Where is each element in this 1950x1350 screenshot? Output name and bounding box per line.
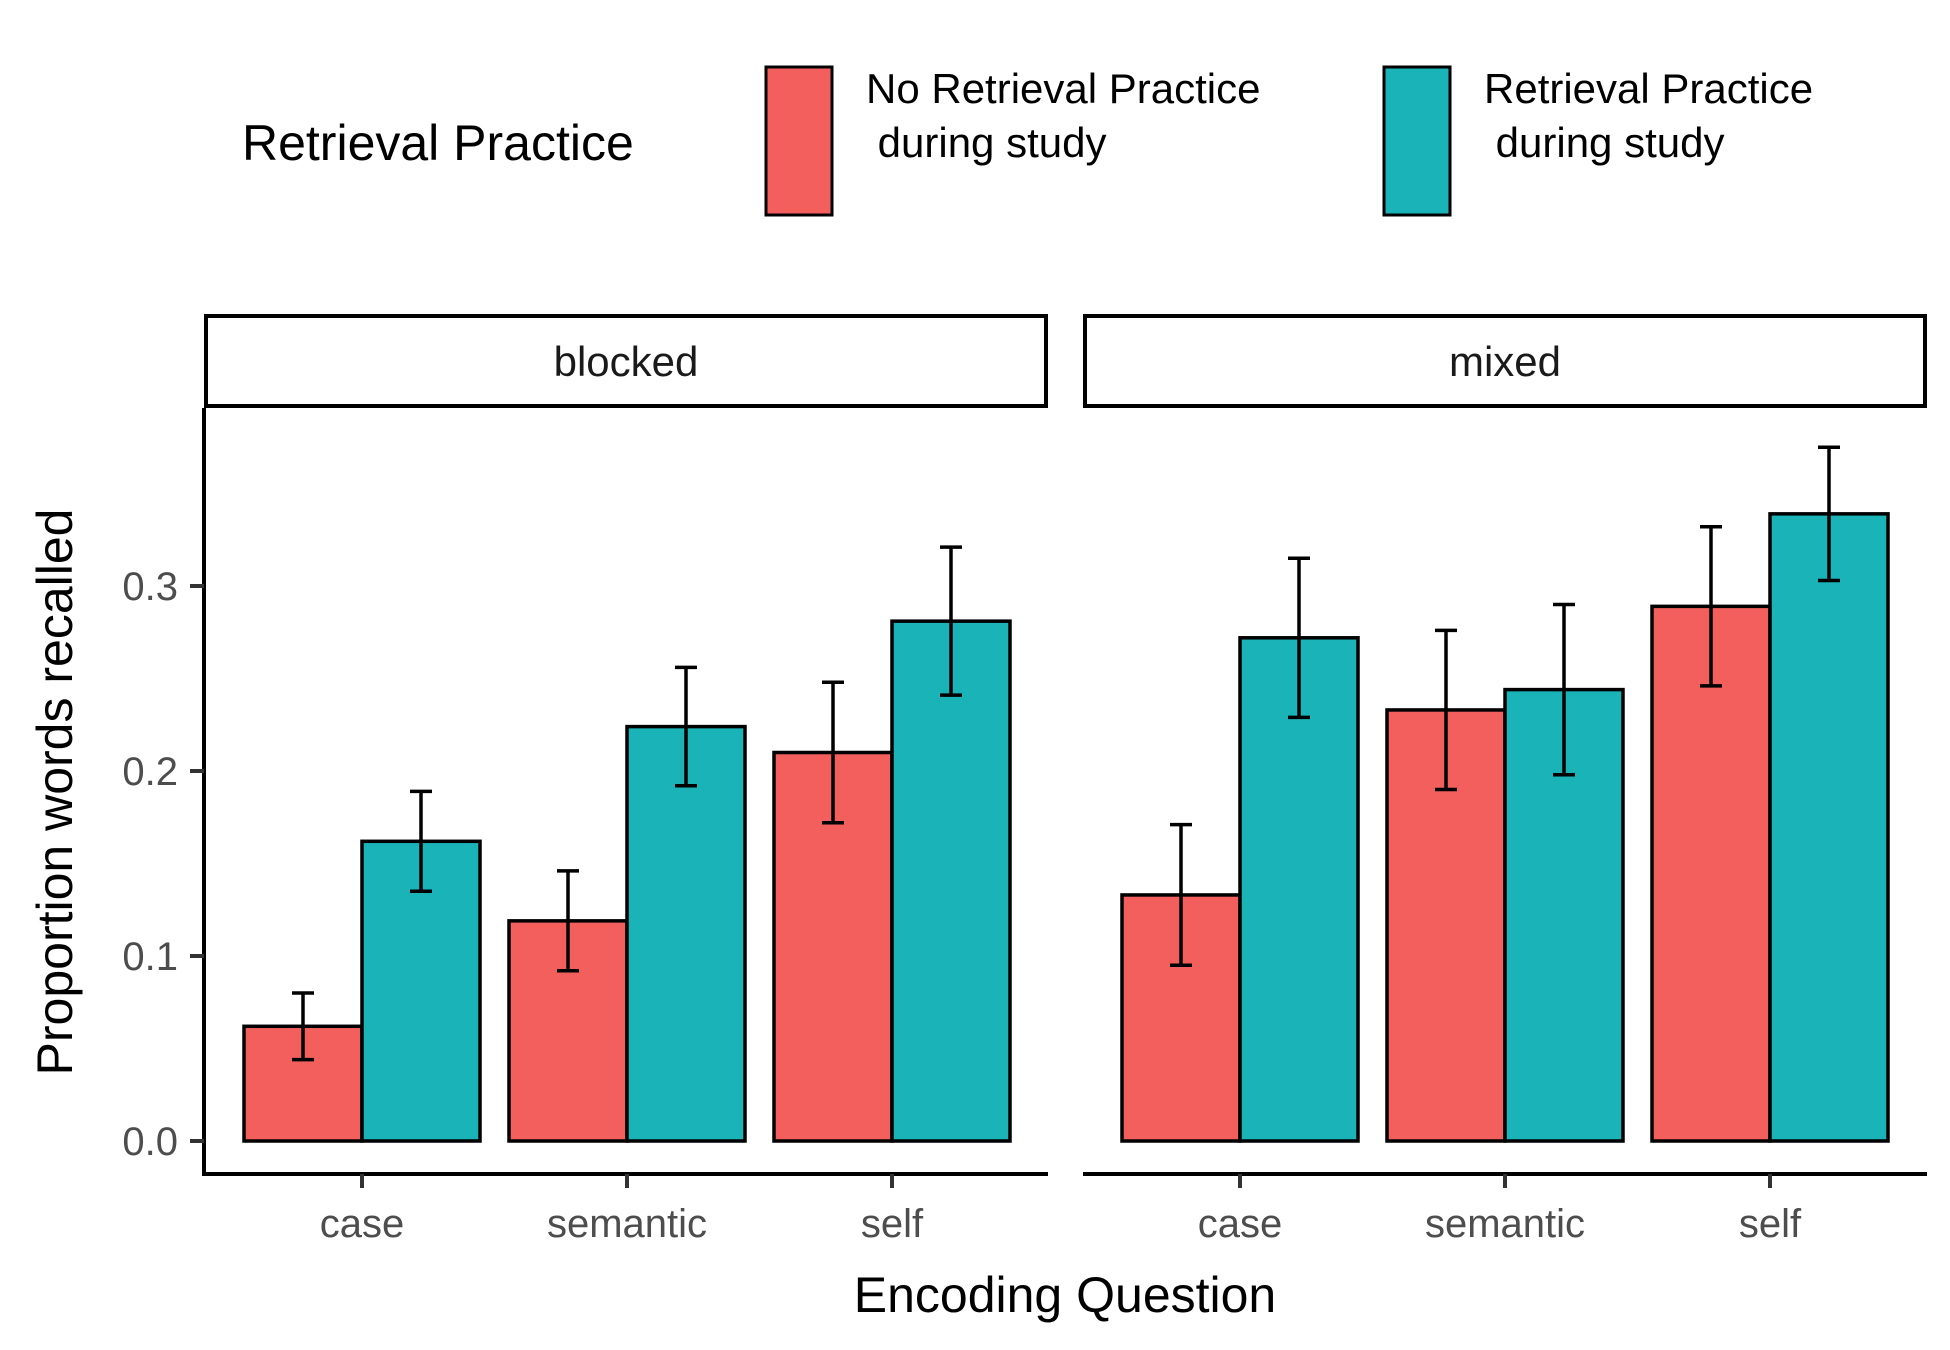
y-tick-label-0: 0.0 — [122, 1120, 178, 1164]
x-tick-label-blocked-self: self — [861, 1202, 924, 1246]
y-tick-label-3: 0.3 — [122, 565, 178, 609]
legend-label-no-retrieval-line2: during study — [866, 119, 1106, 166]
x-tick-label-mixed-semantic: semantic — [1425, 1202, 1585, 1246]
bar-blocked-self-series1 — [890, 619, 1012, 1143]
x-tick-label-mixed-case: case — [1198, 1202, 1283, 1246]
x-tick-label-mixed-self: self — [1739, 1202, 1802, 1246]
error-bar-mixed-case-series1 — [1288, 556, 1310, 720]
y-tick-label-1: 0.1 — [122, 935, 178, 979]
facet-strip-mixed — [1083, 314, 1927, 408]
y-axis-title: Proportion words recalled — [27, 509, 83, 1076]
legend-title: Retrieval Practice — [242, 115, 634, 171]
facet-label-mixed: mixed — [1449, 338, 1561, 385]
error-bar-blocked-self-series0 — [822, 680, 844, 825]
error-bar-blocked-self-series1 — [940, 545, 962, 697]
error-bar-mixed-semantic-series1 — [1553, 602, 1575, 777]
y-tick-label-2: 0.2 — [122, 750, 178, 794]
bar-blocked-semantic-series1 — [625, 724, 747, 1143]
legend: Retrieval Practice No Retrieval Practice… — [242, 65, 1813, 217]
x-axis-title: Encoding Question — [854, 1267, 1277, 1323]
facet-strip-blocked — [204, 314, 1048, 408]
legend-label-retrieval-line2: during study — [1484, 119, 1724, 166]
error-bar-mixed-self-series0 — [1700, 525, 1722, 688]
error-bar-blocked-case-series0 — [292, 991, 314, 1062]
bar-mixed-case-series1 — [1238, 636, 1360, 1143]
error-bars-layer — [292, 445, 1840, 1062]
tick-marks — [190, 584, 1772, 1188]
bar-mixed-self-series1 — [1768, 512, 1890, 1143]
x-tick-label-blocked-case: case — [320, 1202, 405, 1246]
bar-mixed-self-series0 — [1650, 604, 1772, 1143]
legend-swatch-retrieval — [1382, 65, 1452, 217]
error-bar-mixed-case-series0 — [1170, 822, 1192, 967]
error-bar-mixed-semantic-series0 — [1435, 628, 1457, 792]
x-tick-label-blocked-semantic: semantic — [547, 1202, 707, 1246]
error-bar-blocked-case-series1 — [410, 789, 432, 893]
legend-swatch-no-retrieval — [764, 65, 834, 217]
error-bar-blocked-semantic-series1 — [675, 665, 697, 788]
error-bar-mixed-self-series1 — [1818, 445, 1840, 583]
legend-label-no-retrieval-line1: No Retrieval Practice — [866, 65, 1260, 112]
error-bar-blocked-semantic-series0 — [557, 869, 579, 973]
facet-label-blocked: blocked — [554, 338, 699, 385]
legend-label-retrieval-line1: Retrieval Practice — [1484, 65, 1813, 112]
